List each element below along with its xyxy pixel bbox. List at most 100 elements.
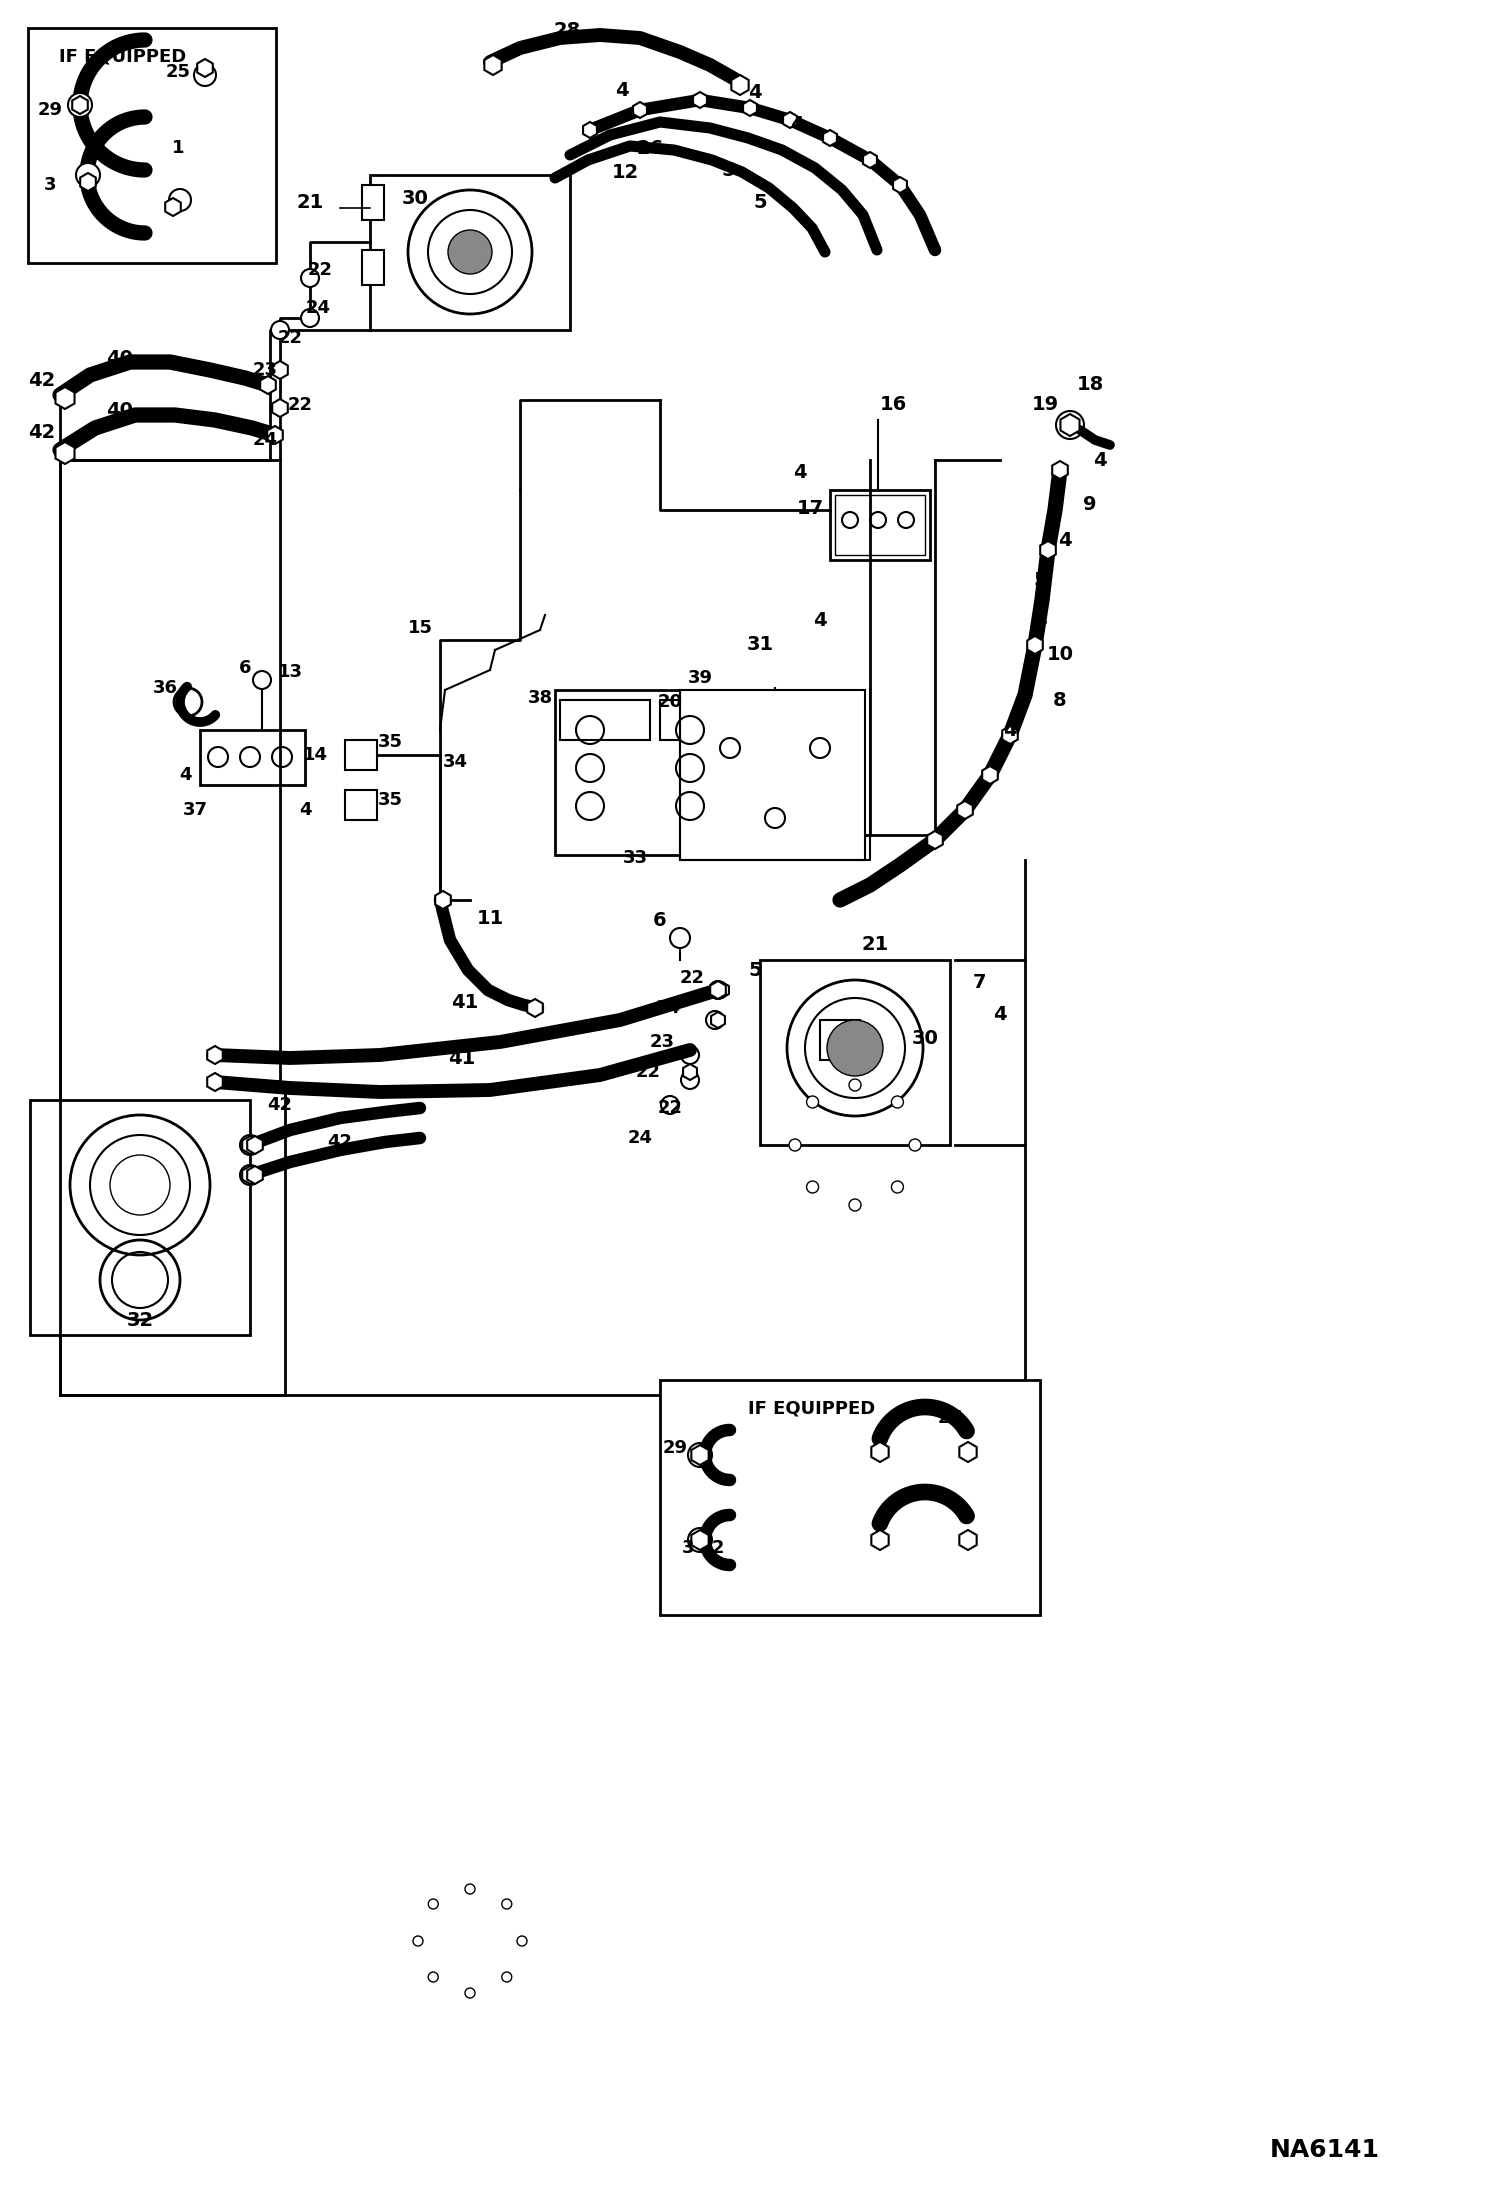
- Circle shape: [849, 1200, 861, 1211]
- Circle shape: [706, 1011, 724, 1029]
- Text: 22: 22: [635, 1064, 661, 1081]
- Bar: [554, 691, 785, 855]
- Bar: [560, 700, 650, 739]
- Bar: [30, 1101, 250, 1336]
- Polygon shape: [959, 1443, 977, 1463]
- Text: 3: 3: [43, 175, 57, 193]
- Circle shape: [688, 1443, 712, 1467]
- Circle shape: [464, 1989, 475, 1998]
- Polygon shape: [267, 425, 283, 443]
- Polygon shape: [273, 399, 288, 417]
- Text: 23: 23: [253, 362, 277, 379]
- Circle shape: [806, 1096, 818, 1107]
- Circle shape: [849, 1079, 861, 1090]
- Circle shape: [891, 1096, 903, 1107]
- Text: 22: 22: [307, 261, 333, 279]
- Polygon shape: [243, 1136, 258, 1154]
- Polygon shape: [527, 1000, 542, 1018]
- Circle shape: [682, 1070, 700, 1090]
- Text: 3: 3: [682, 1539, 694, 1557]
- Text: 15: 15: [407, 618, 433, 636]
- Circle shape: [721, 739, 740, 759]
- Text: 11: 11: [476, 908, 503, 928]
- Polygon shape: [743, 101, 756, 116]
- Polygon shape: [957, 800, 972, 818]
- Bar: [661, 1379, 1040, 1614]
- Text: 25: 25: [165, 64, 190, 81]
- Text: 4: 4: [813, 610, 827, 629]
- Circle shape: [428, 1972, 439, 1982]
- Polygon shape: [261, 375, 276, 395]
- Polygon shape: [872, 1443, 888, 1463]
- Circle shape: [827, 1020, 882, 1077]
- Text: 4: 4: [298, 800, 312, 818]
- Text: 24: 24: [628, 1129, 653, 1147]
- Bar: [759, 961, 950, 1145]
- Text: 2: 2: [712, 1539, 724, 1557]
- Circle shape: [502, 1899, 512, 1908]
- Polygon shape: [247, 1136, 262, 1154]
- Text: 6: 6: [238, 660, 252, 678]
- Text: 13: 13: [277, 662, 303, 682]
- Text: 16: 16: [879, 395, 906, 414]
- Text: 18: 18: [1077, 375, 1104, 395]
- Text: 35: 35: [377, 792, 403, 809]
- Text: 22: 22: [680, 969, 704, 987]
- Polygon shape: [710, 980, 727, 1000]
- Text: 4: 4: [178, 765, 192, 785]
- Text: IF EQUIPPED: IF EQUIPPED: [749, 1399, 876, 1417]
- Circle shape: [301, 270, 319, 287]
- Text: 29: 29: [37, 101, 63, 118]
- Polygon shape: [1040, 542, 1056, 559]
- Text: 4: 4: [1094, 450, 1107, 469]
- Polygon shape: [273, 362, 288, 379]
- Text: 28: 28: [553, 20, 581, 39]
- Bar: [363, 184, 383, 219]
- Polygon shape: [712, 1011, 725, 1029]
- Circle shape: [765, 807, 785, 829]
- Text: 14: 14: [303, 746, 328, 763]
- Bar: [370, 175, 571, 329]
- Text: 24: 24: [656, 1000, 680, 1018]
- Bar: [201, 730, 306, 785]
- Text: 40: 40: [106, 401, 133, 419]
- Circle shape: [806, 1182, 818, 1193]
- Text: 20: 20: [658, 693, 683, 711]
- Polygon shape: [72, 96, 88, 114]
- Text: 42: 42: [328, 1134, 352, 1151]
- Text: 4: 4: [1058, 531, 1071, 550]
- Polygon shape: [1061, 414, 1080, 436]
- Text: 42: 42: [268, 1096, 292, 1114]
- Text: 23: 23: [650, 1033, 674, 1050]
- Text: 10: 10: [1047, 645, 1074, 664]
- Text: 31: 31: [746, 636, 773, 654]
- Circle shape: [76, 162, 100, 186]
- Text: 41: 41: [451, 993, 479, 1011]
- Polygon shape: [822, 129, 837, 147]
- Text: 21: 21: [861, 936, 888, 954]
- Circle shape: [413, 1936, 422, 1945]
- Bar: [834, 496, 924, 555]
- Circle shape: [271, 320, 289, 340]
- Text: 42: 42: [28, 423, 55, 443]
- Text: 39: 39: [688, 669, 713, 686]
- Polygon shape: [893, 178, 906, 193]
- Text: 5: 5: [1034, 570, 1047, 590]
- Text: 22: 22: [658, 1099, 683, 1116]
- Text: 4: 4: [1034, 610, 1047, 629]
- Polygon shape: [1052, 461, 1068, 478]
- Circle shape: [661, 1096, 679, 1114]
- Text: 32: 32: [126, 1311, 154, 1329]
- Text: 12: 12: [611, 162, 638, 182]
- Circle shape: [709, 980, 727, 1000]
- Text: 4: 4: [1004, 721, 1017, 739]
- Text: 21: 21: [297, 193, 324, 213]
- Circle shape: [517, 1936, 527, 1945]
- Text: NA6141: NA6141: [1270, 2138, 1380, 2162]
- Text: 41: 41: [448, 1048, 476, 1068]
- Text: 4: 4: [789, 116, 804, 134]
- Polygon shape: [165, 197, 181, 215]
- Circle shape: [688, 1529, 712, 1553]
- Bar: [661, 700, 770, 739]
- Text: 40: 40: [106, 349, 133, 368]
